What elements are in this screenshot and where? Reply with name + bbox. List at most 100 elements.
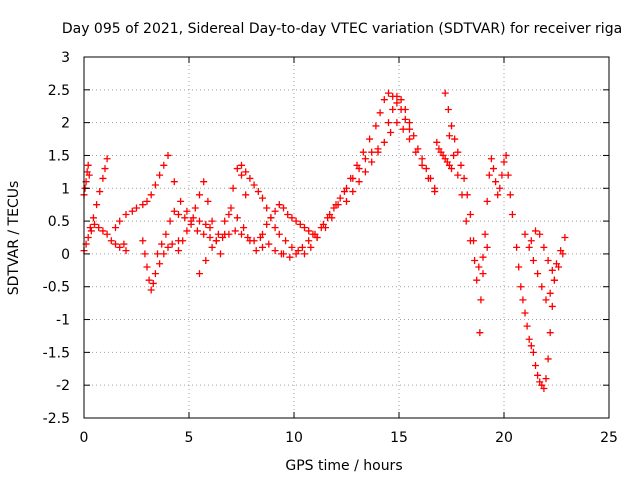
data-point — [330, 204, 338, 212]
data-point — [546, 289, 554, 297]
data-point — [557, 247, 565, 255]
data-point — [259, 194, 266, 202]
data-point — [343, 197, 350, 205]
data-point — [164, 151, 172, 159]
data-point — [361, 155, 369, 163]
data-point — [263, 220, 271, 228]
data-point — [208, 217, 216, 225]
data-point — [475, 263, 483, 271]
data-point — [103, 155, 111, 163]
x-tick-label: 15 — [390, 430, 408, 446]
data-point — [231, 227, 239, 235]
data-point — [101, 165, 109, 173]
data-point — [151, 181, 159, 189]
data-point — [361, 168, 369, 176]
data-point — [280, 204, 287, 212]
data-point — [280, 250, 287, 258]
data-point — [544, 256, 552, 264]
data-point — [334, 201, 342, 209]
data-point — [229, 184, 237, 192]
data-point — [225, 211, 233, 219]
data-point — [267, 214, 275, 222]
data-point — [534, 270, 542, 278]
data-point — [340, 188, 348, 196]
x-tick-label: 5 — [185, 430, 194, 446]
data-point — [433, 138, 441, 146]
data-point — [122, 247, 130, 255]
data-point — [458, 191, 466, 199]
data-point — [147, 191, 155, 199]
y-tick-label: 0.5 — [48, 214, 70, 230]
data-point — [483, 243, 491, 251]
y-tick-label: -2.5 — [43, 411, 70, 427]
data-point — [193, 227, 201, 235]
data-point — [275, 201, 283, 209]
data-point — [540, 243, 548, 251]
data-point — [141, 250, 149, 258]
data-point — [305, 237, 313, 245]
data-point — [496, 184, 504, 192]
x-tick-label: 10 — [285, 430, 303, 446]
data-point — [196, 270, 203, 278]
data-point — [250, 181, 258, 189]
data-point — [508, 211, 516, 219]
data-point — [479, 253, 487, 261]
data-point — [187, 217, 195, 225]
data-point — [521, 309, 529, 317]
data-point — [298, 243, 306, 251]
data-point — [217, 250, 224, 258]
data-point — [492, 178, 500, 186]
data-point — [259, 243, 266, 251]
data-point — [116, 217, 124, 225]
data-point — [523, 322, 531, 330]
data-point — [214, 230, 222, 238]
data-point — [221, 230, 229, 238]
data-point — [349, 188, 357, 196]
data-point — [366, 135, 374, 143]
data-point — [85, 171, 93, 179]
data-point — [107, 237, 115, 245]
data-point — [96, 188, 104, 196]
data-point — [546, 329, 554, 337]
data-point — [328, 214, 336, 222]
series-track-c — [86, 155, 111, 232]
data-point — [202, 220, 210, 228]
data-point — [240, 224, 248, 232]
y-tick-label: 1.5 — [48, 148, 70, 164]
data-point — [292, 217, 300, 225]
y-tick-label: 0 — [61, 247, 70, 263]
data-point — [292, 250, 300, 258]
data-point — [414, 145, 422, 153]
data-point — [147, 286, 155, 294]
data-point — [483, 197, 491, 205]
data-point — [529, 348, 537, 356]
data-point — [89, 214, 97, 222]
data-point — [525, 335, 533, 343]
data-point — [448, 165, 455, 173]
data-point — [196, 191, 203, 199]
data-point — [122, 211, 130, 219]
series-track-e — [139, 237, 182, 294]
data-point — [206, 224, 214, 232]
data-point — [275, 230, 283, 238]
data-point — [462, 217, 470, 225]
data-point — [139, 237, 147, 245]
data-point — [406, 135, 413, 143]
tick-marks — [83, 56, 610, 419]
series-track-u — [527, 227, 569, 274]
x-tick-labels: 0 5 10 15 20 25 — [80, 430, 618, 446]
data-point — [84, 161, 92, 169]
data-point — [441, 89, 449, 97]
data-point — [479, 270, 487, 278]
data-point — [263, 204, 271, 212]
data-point — [553, 260, 560, 268]
data-point — [515, 263, 523, 271]
data-point — [160, 250, 168, 258]
series-track-l — [322, 89, 413, 232]
data-point — [307, 243, 315, 251]
data-point — [538, 283, 546, 291]
data-point — [99, 174, 107, 182]
data-point — [284, 211, 292, 219]
data-point — [156, 171, 164, 179]
data-point — [170, 178, 178, 186]
